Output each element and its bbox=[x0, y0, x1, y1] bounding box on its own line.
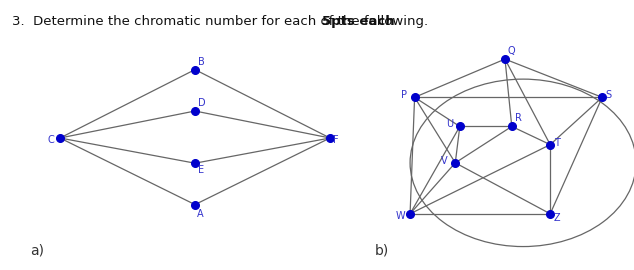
Text: C: C bbox=[48, 135, 55, 145]
Text: P: P bbox=[401, 90, 406, 100]
Text: S: S bbox=[605, 90, 611, 100]
Text: b): b) bbox=[375, 243, 389, 257]
Text: V: V bbox=[441, 156, 448, 166]
Text: Z: Z bbox=[553, 213, 560, 223]
Text: B: B bbox=[198, 57, 205, 67]
Text: a): a) bbox=[30, 243, 44, 257]
Text: Q: Q bbox=[508, 46, 515, 56]
Text: E: E bbox=[198, 165, 204, 175]
Text: T: T bbox=[554, 138, 560, 148]
Text: R: R bbox=[515, 113, 522, 123]
Text: U: U bbox=[446, 119, 453, 129]
Text: 5pts each: 5pts each bbox=[322, 15, 394, 28]
Text: 3.  Determine the chromatic number for each of the following.: 3. Determine the chromatic number for ea… bbox=[12, 15, 437, 28]
Text: F: F bbox=[333, 135, 339, 145]
Text: W: W bbox=[396, 211, 406, 221]
Text: A: A bbox=[197, 209, 204, 219]
Text: D: D bbox=[198, 98, 205, 108]
